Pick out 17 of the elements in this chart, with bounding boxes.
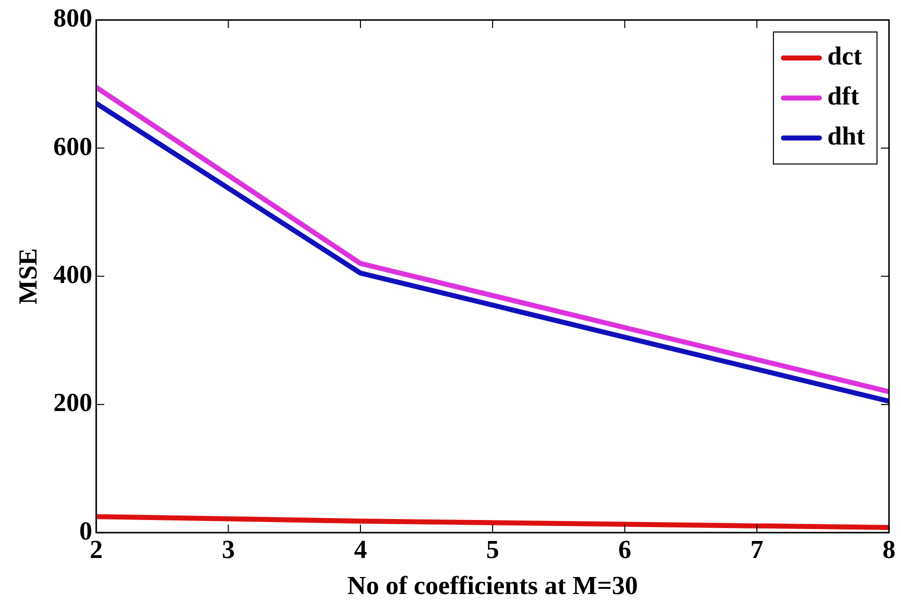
y-tick-label: 400 bbox=[53, 260, 92, 290]
y-axis-title: MSE bbox=[13, 248, 42, 304]
legend-label: dft bbox=[827, 82, 860, 111]
x-tick-label: 5 bbox=[486, 534, 500, 564]
x-tick-label: 4 bbox=[354, 534, 367, 564]
y-tick-label: 200 bbox=[53, 388, 92, 418]
legend-label: dht bbox=[827, 122, 866, 151]
y-tick-label: 600 bbox=[53, 132, 92, 161]
x-tick-label: 7 bbox=[750, 534, 764, 564]
x-tick-label: 8 bbox=[882, 534, 896, 564]
y-tick-label: 800 bbox=[53, 4, 92, 33]
legend-label: dct bbox=[827, 42, 862, 71]
x-tick-label: 3 bbox=[222, 534, 235, 564]
x-tick-label: 6 bbox=[618, 534, 632, 564]
y-tick-label: 0 bbox=[79, 516, 92, 546]
x-tick-label: 2 bbox=[90, 534, 103, 564]
x-axis-title: No of coefficients at M=30 bbox=[347, 571, 638, 600]
